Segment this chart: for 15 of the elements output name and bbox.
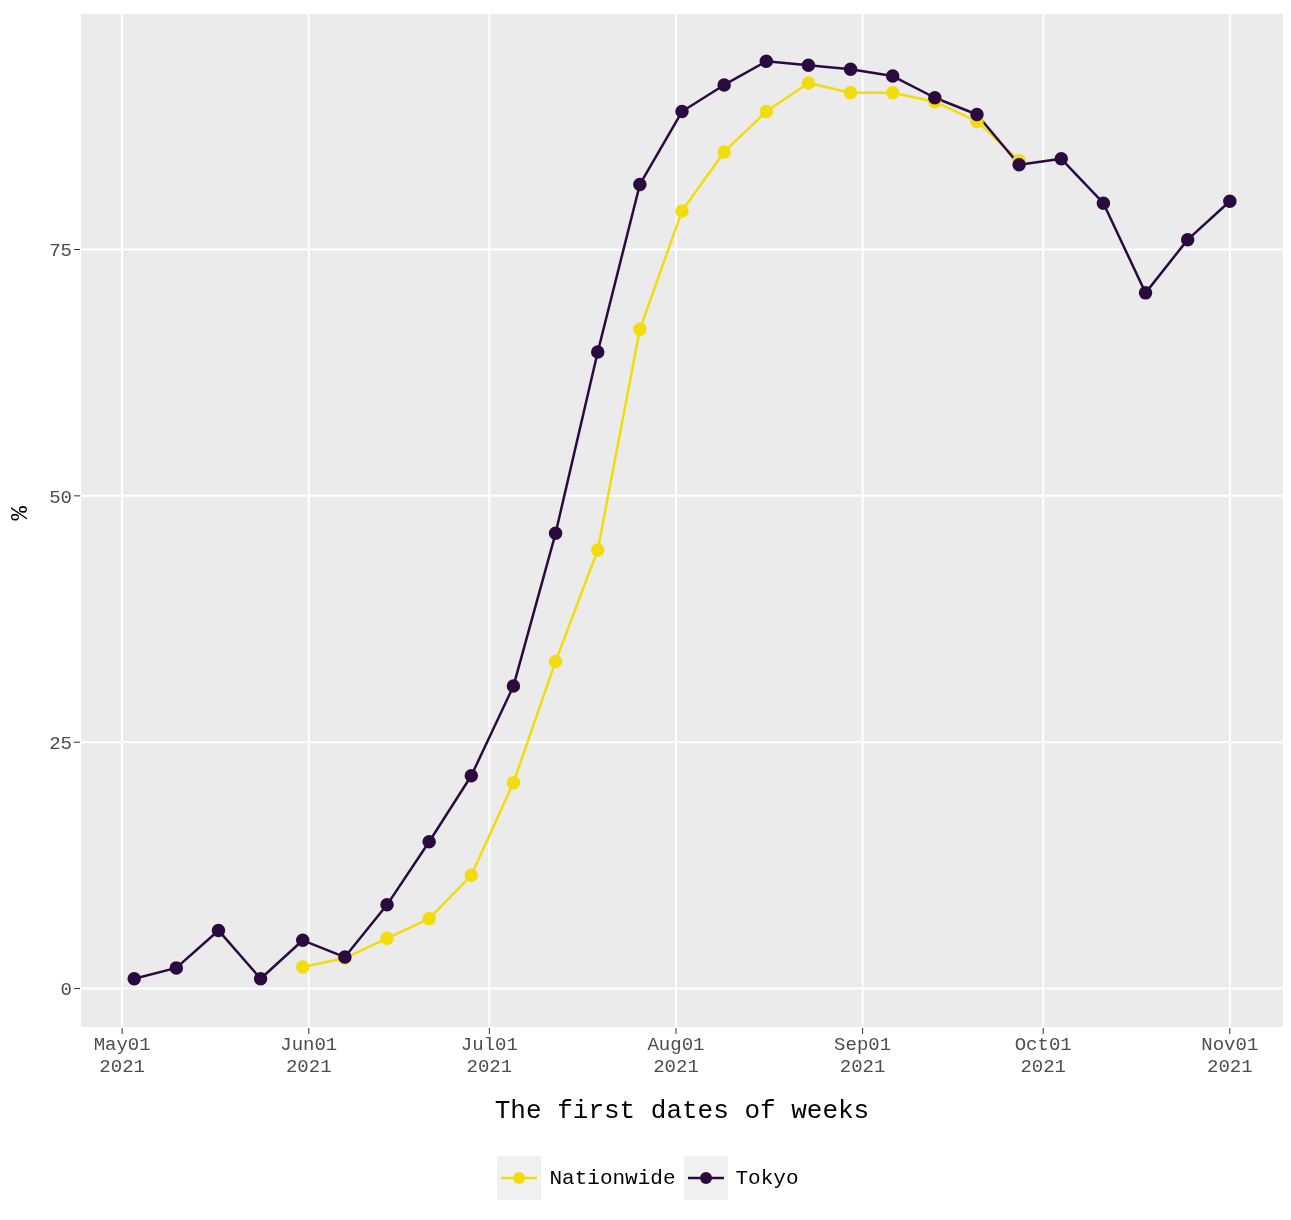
x-tick-label: May01 2021: [93, 1034, 151, 1078]
y-tick-label: 50: [49, 486, 72, 509]
x-tick-label: Oct01 2021: [1014, 1034, 1072, 1078]
y-tick-label: 0: [60, 979, 72, 1002]
x-tick-label: Jun01 2021: [280, 1034, 338, 1078]
x-tick-label: Sep01 2021: [834, 1034, 892, 1078]
y-tick-label: 25: [49, 732, 72, 755]
y-axis-title: %: [6, 505, 34, 521]
x-tick-label: Aug01 2021: [647, 1034, 705, 1078]
x-tick-label: Nov01 2021: [1201, 1034, 1259, 1078]
y-tick-label: 75: [49, 240, 72, 263]
legend-label: Nationwide: [549, 1166, 676, 1190]
x-tick-label: Jul01 2021: [460, 1034, 518, 1078]
legend-label: Tokyo: [735, 1166, 799, 1190]
x-axis-title: The first dates of weeks: [494, 1096, 870, 1126]
